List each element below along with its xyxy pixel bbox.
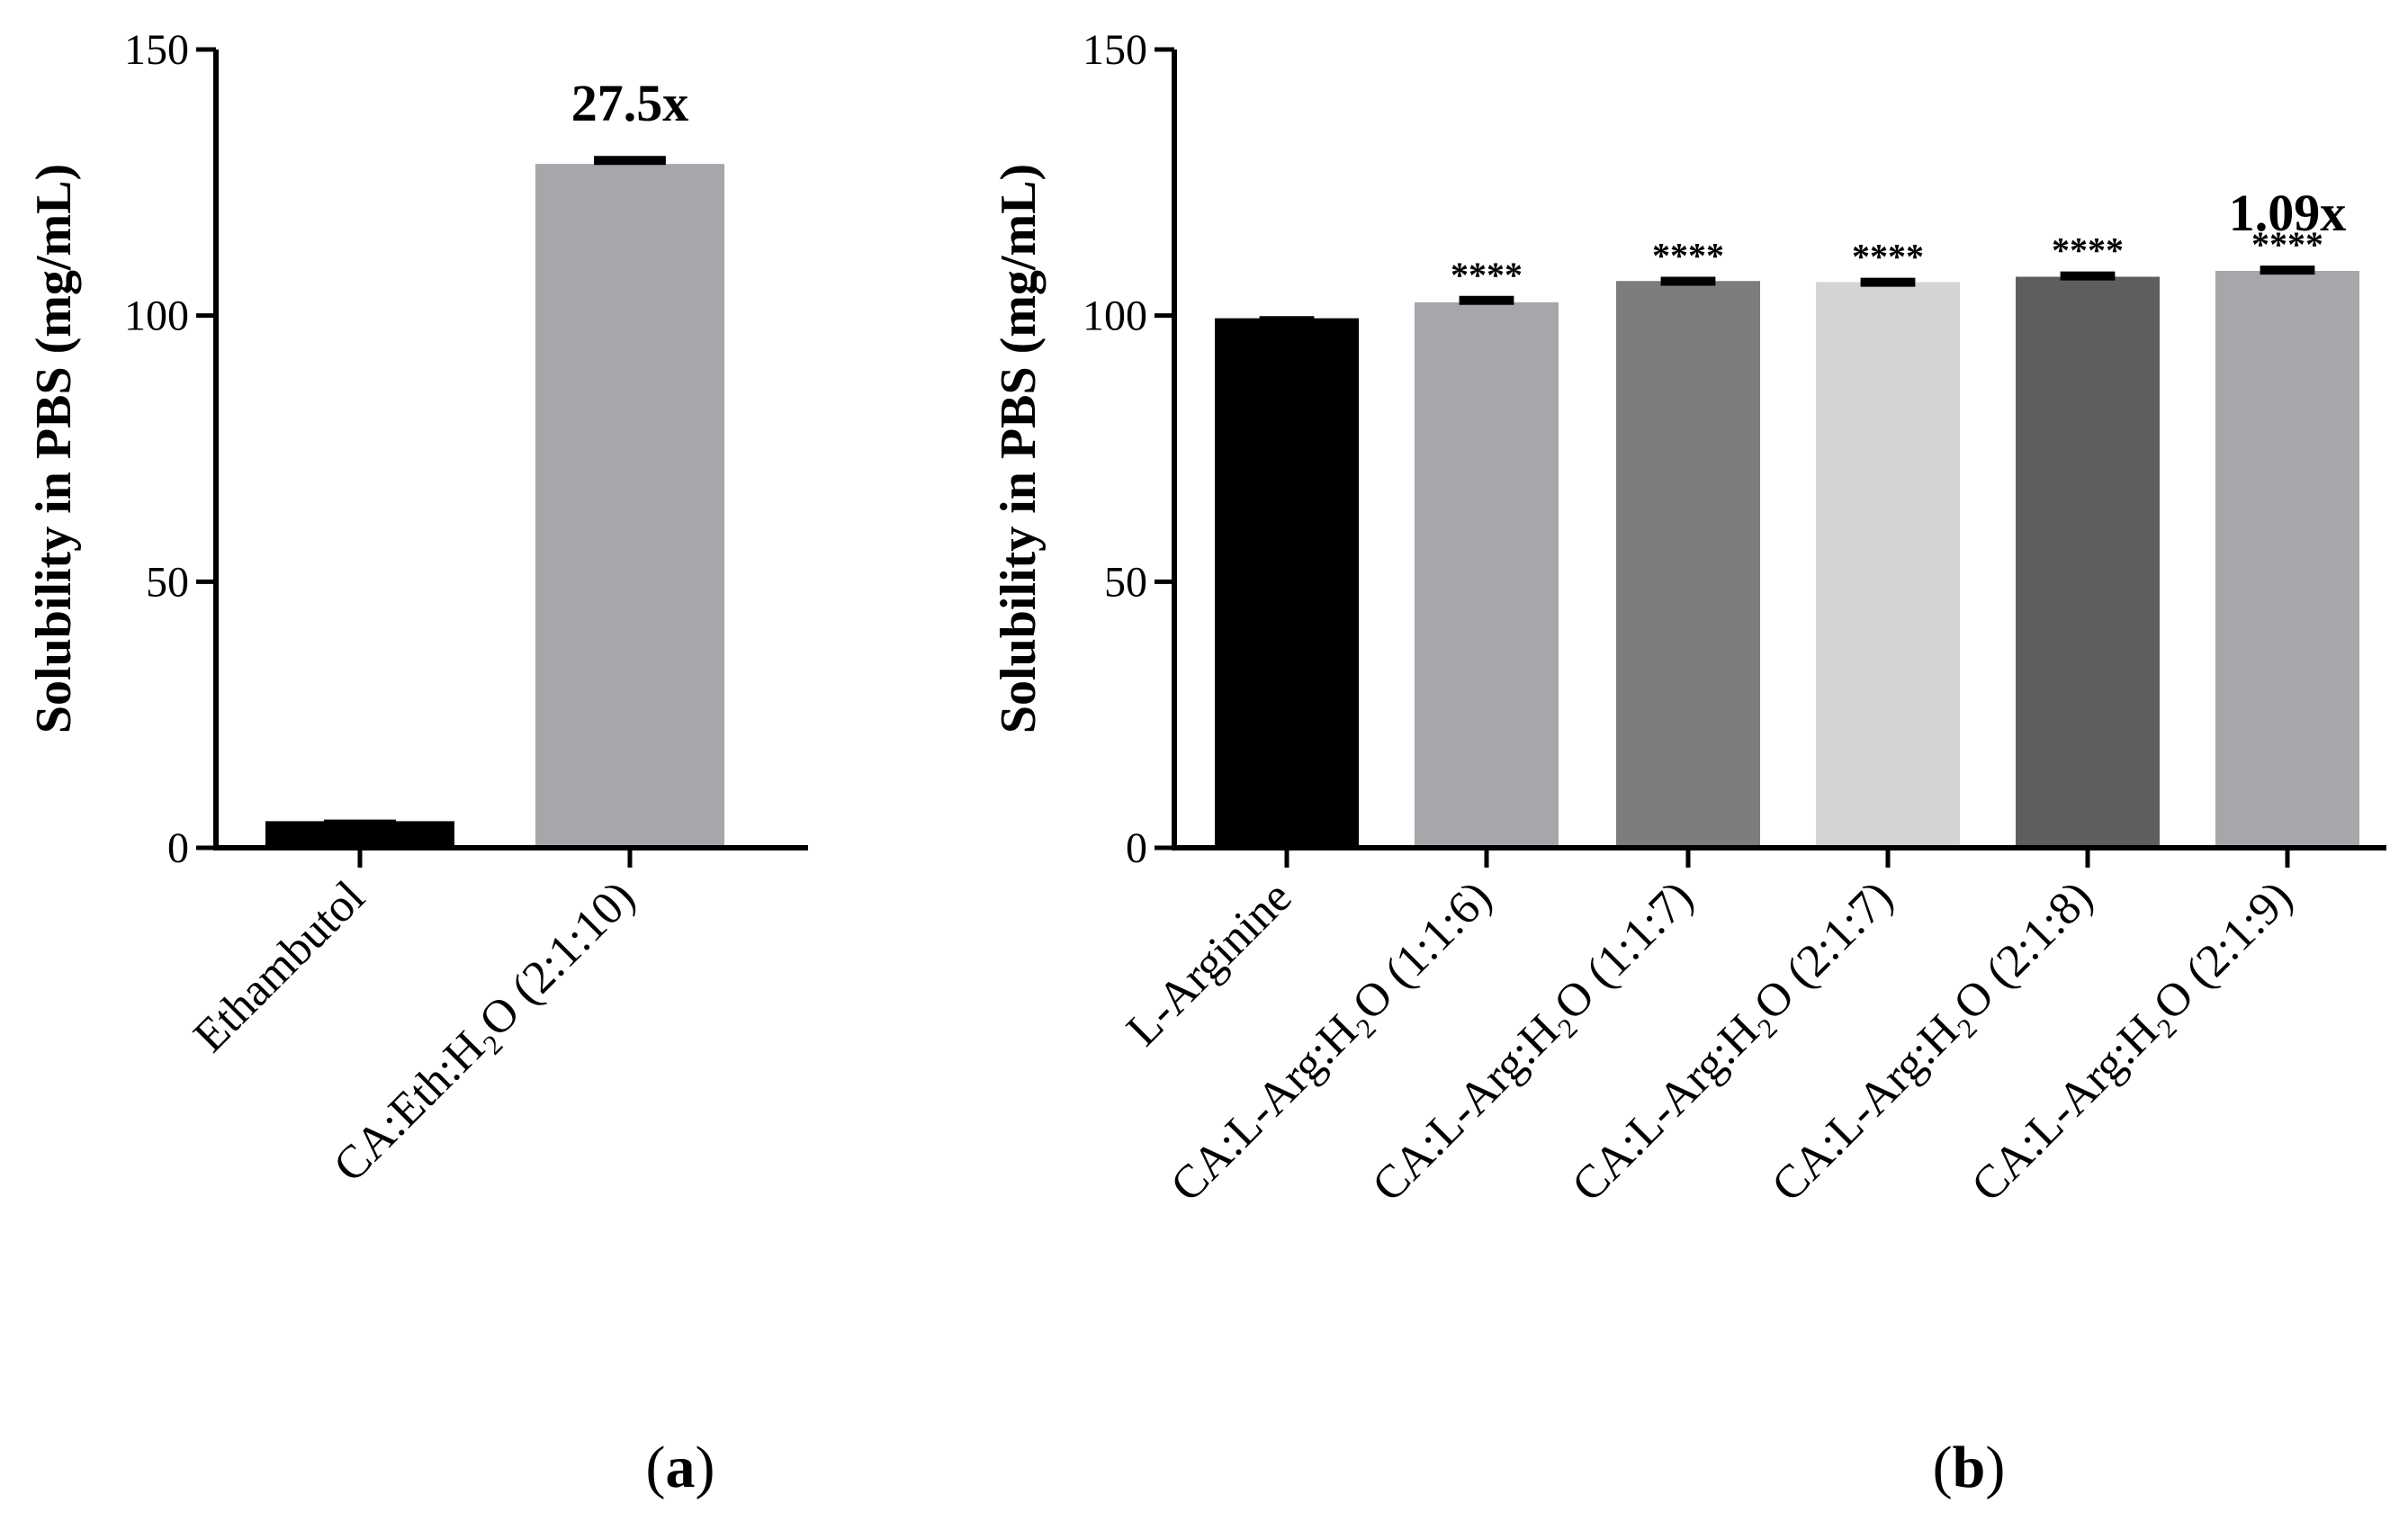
bar-2	[1415, 302, 1559, 849]
significance-marker: ****	[1652, 235, 1724, 275]
category-label: CA:Eth:H₂O (2:1:10)	[324, 871, 644, 1192]
y-tick-label: 50	[1104, 558, 1147, 606]
panel-label-a: (a)	[646, 1435, 715, 1500]
bar-6	[2215, 270, 2359, 849]
panel-label-b: (b)	[1933, 1435, 2006, 1500]
bar-1	[1215, 318, 1359, 849]
category-label: L-Arginine	[1117, 871, 1301, 1056]
y-tick-label: 150	[124, 26, 189, 74]
y-tick-label: 50	[146, 558, 189, 606]
category-label: CA:L-Arg:H₂O (1:1:6)	[1161, 871, 1501, 1211]
significance-marker: ****	[1852, 237, 1924, 277]
category-label: Ethambutol	[184, 871, 375, 1062]
y-axis-label: Solubility in PBS (mg/mL)	[991, 164, 1047, 734]
y-tick-label: 0	[167, 824, 189, 872]
y-tick-label: 100	[1083, 292, 1147, 340]
significance-marker: ****	[2052, 230, 2124, 271]
category-label: CA:L-Arg:H₂O (2:1:9)	[1962, 871, 2302, 1211]
category-label: CA:L-Arg:H₂O (2:1:8)	[1762, 871, 2102, 1211]
bar-3	[1616, 281, 1760, 849]
significance-marker: ****	[1451, 255, 1523, 295]
y-tick-label: 100	[124, 292, 189, 340]
significance-marker: ****	[2251, 224, 2323, 265]
fold-change-annotation: 27.5x	[571, 74, 689, 132]
fold-change-annotation: 1.09x	[2229, 184, 2347, 242]
category-label: CA:L-Arg:H₂O (2:1:7)	[1562, 871, 1902, 1211]
bar-2	[535, 164, 724, 849]
bar-5	[2016, 276, 2160, 848]
y-axis-label: Solubility in PBS (mg/mL)	[26, 164, 82, 734]
bar-4	[1816, 282, 1960, 848]
y-tick-label: 150	[1083, 26, 1147, 74]
y-tick-label: 0	[1126, 824, 1147, 872]
